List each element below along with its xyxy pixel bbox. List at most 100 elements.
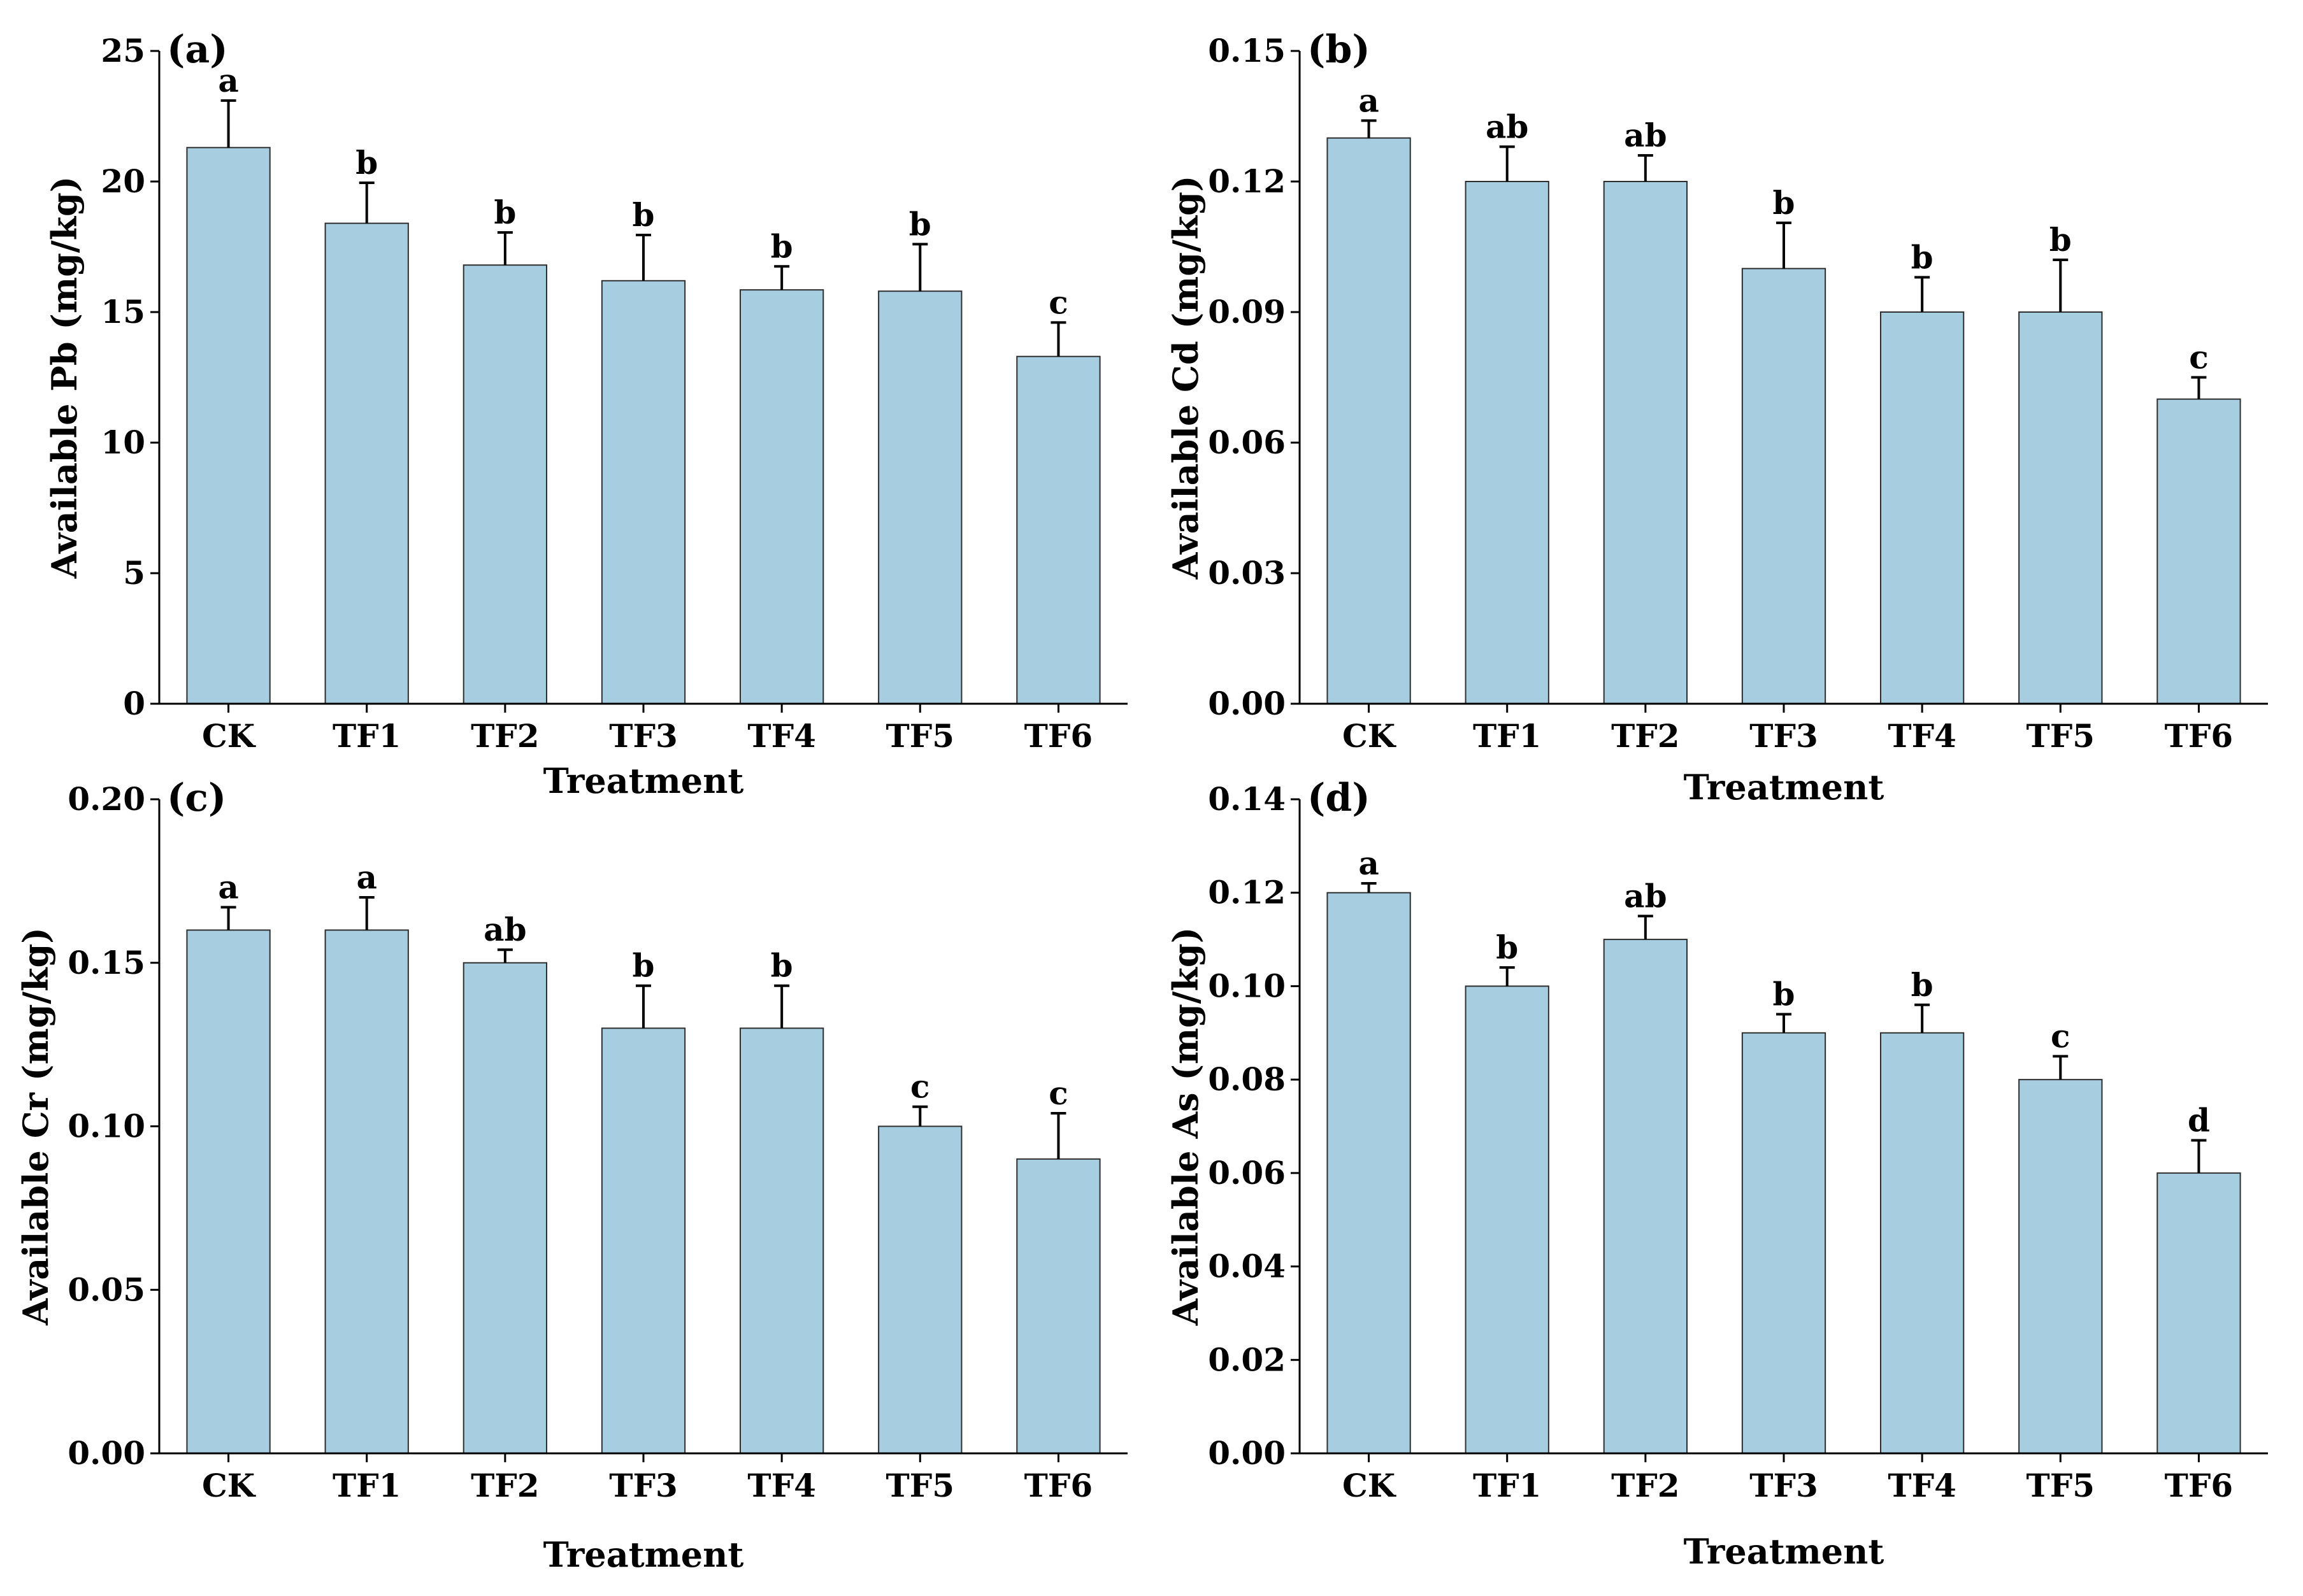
significance-label: b <box>1911 238 1934 276</box>
x-tick-label: CK <box>1342 717 1396 755</box>
bar-tf3 <box>1741 267 1826 704</box>
bar-tf5 <box>878 290 963 704</box>
x-tick-label: TF2 <box>471 717 540 755</box>
bar-tf4 <box>1880 1032 1965 1455</box>
significance-label: a <box>357 859 377 896</box>
significance-label: d <box>2188 1102 2210 1139</box>
y-tick-label: 0.15 <box>68 944 145 981</box>
bar-tf5 <box>2018 311 2103 704</box>
significance-label: b <box>1496 929 1518 966</box>
y-axis-title: Available Cd (mg/kg) <box>1165 176 1206 580</box>
significance-label: c <box>2189 339 2208 376</box>
y-tick-label: 0 <box>123 685 145 722</box>
y-tick-label: 0.15 <box>1208 32 1286 69</box>
significance-label: ab <box>1486 108 1528 145</box>
y-tick-label: 5 <box>123 554 145 592</box>
x-tick-label: TF4 <box>747 1467 816 1504</box>
y-tick-label: 15 <box>101 293 145 331</box>
significance-label: c <box>2051 1017 2070 1055</box>
y-tick-label: 0.06 <box>1208 1154 1286 1192</box>
significance-label: b <box>1773 184 1795 222</box>
x-tick-label: TF5 <box>2027 717 2095 755</box>
significance-label: a <box>218 62 238 99</box>
bar-tf6 <box>1016 1158 1101 1454</box>
x-tick-label: TF5 <box>886 1467 955 1504</box>
significance-label: b <box>771 227 793 265</box>
y-axis-title: Available Cr (mg/kg) <box>15 927 56 1326</box>
x-tick-label: CK <box>202 717 256 755</box>
bar-ck <box>1326 892 1411 1454</box>
y-tick-label: 0.08 <box>1208 1060 1286 1098</box>
bar-tf1 <box>1465 181 1549 704</box>
bar-tf2 <box>1603 939 1688 1454</box>
x-tick-label: TF3 <box>1749 717 1818 755</box>
bar-tf6 <box>2156 398 2241 705</box>
x-tick-label: TF1 <box>1473 717 1542 755</box>
significance-label: a <box>1358 844 1379 882</box>
x-tick-label: TF5 <box>886 717 955 755</box>
bar-tf1 <box>1465 985 1549 1454</box>
x-tick-label: TF4 <box>1888 1467 1956 1504</box>
y-tick-label: 0.09 <box>1208 293 1286 331</box>
x-tick-label: TF2 <box>471 1467 540 1504</box>
x-tick-label: TF5 <box>2027 1467 2095 1504</box>
y-tick-label: 0.14 <box>1208 780 1286 818</box>
significance-label: ab <box>1624 877 1667 915</box>
x-axis-title: Treatment <box>1684 767 1884 808</box>
significance-label: a <box>1358 82 1379 119</box>
significance-label: b <box>355 144 378 182</box>
x-tick-label: TF6 <box>2165 717 2234 755</box>
x-tick-label: TF3 <box>609 717 678 755</box>
x-tick-label: TF6 <box>2165 1467 2234 1504</box>
panel-label: (b) <box>1307 27 1370 72</box>
panel-label: (d) <box>1307 776 1370 820</box>
panel-c: a CK a TF1 ab TF2 b TF3 b TF4 c TF5 c TF6 0.00 0.05 0.10… <box>15 776 1128 1575</box>
panel-label: (c) <box>167 776 226 820</box>
y-tick-label: 20 <box>101 162 145 200</box>
y-tick-label: 25 <box>101 32 145 69</box>
panel-label: (a) <box>167 27 228 72</box>
panel-b: a CK ab TF1 ab TF2 b TF3 b TF4 b TF5 c TF6 0.00 0.03 0.0… <box>1165 27 2268 808</box>
y-tick-label: 0.12 <box>1208 162 1286 200</box>
significance-label: ab <box>484 911 526 948</box>
bar-tf3 <box>1741 1032 1826 1455</box>
x-tick-label: TF4 <box>1888 717 1956 755</box>
significance-label: b <box>909 205 931 243</box>
bar-tf1 <box>324 929 409 1454</box>
bar-tf3 <box>601 1027 686 1454</box>
bar-tf3 <box>601 280 686 704</box>
significance-label: b <box>1773 975 1795 1013</box>
x-tick-label: CK <box>1342 1467 1396 1504</box>
significance-label: c <box>910 1068 929 1106</box>
bar-tf4 <box>740 1027 824 1454</box>
x-tick-label: TF3 <box>609 1467 678 1504</box>
x-tick-label: TF2 <box>1611 717 1680 755</box>
bar-tf6 <box>2156 1172 2241 1455</box>
y-tick-label: 0.00 <box>1208 685 1286 722</box>
y-tick-label: 0.06 <box>1208 424 1286 461</box>
y-tick-label: 0.00 <box>68 1434 145 1472</box>
significance-label: b <box>633 947 655 985</box>
x-tick-label: CK <box>202 1467 256 1504</box>
bar-tf2 <box>463 264 548 704</box>
x-tick-label: TF1 <box>333 1467 401 1504</box>
significance-label: b <box>494 194 516 231</box>
x-axis-title: Treatment <box>1684 1531 1884 1572</box>
y-tick-label: 0.00 <box>1208 1434 1286 1472</box>
significance-label: b <box>2049 221 2072 259</box>
bar-tf5 <box>2018 1079 2103 1454</box>
y-axis-title: Available As (mg/kg) <box>1165 927 1206 1327</box>
bar-tf2 <box>463 962 548 1454</box>
x-tick-label: TF6 <box>1024 1467 1093 1504</box>
x-axis-title: Treatment <box>543 1534 744 1575</box>
x-tick-label: TF2 <box>1611 1467 1680 1504</box>
significance-label: c <box>1049 283 1068 321</box>
bar-tf4 <box>1880 311 1965 704</box>
y-tick-label: 0.03 <box>1208 554 1286 592</box>
bar-ck <box>1326 137 1411 704</box>
bar-tf2 <box>1603 181 1688 704</box>
bar-tf6 <box>1016 355 1101 704</box>
bar-ck <box>186 929 271 1454</box>
bar-ck <box>186 146 271 704</box>
